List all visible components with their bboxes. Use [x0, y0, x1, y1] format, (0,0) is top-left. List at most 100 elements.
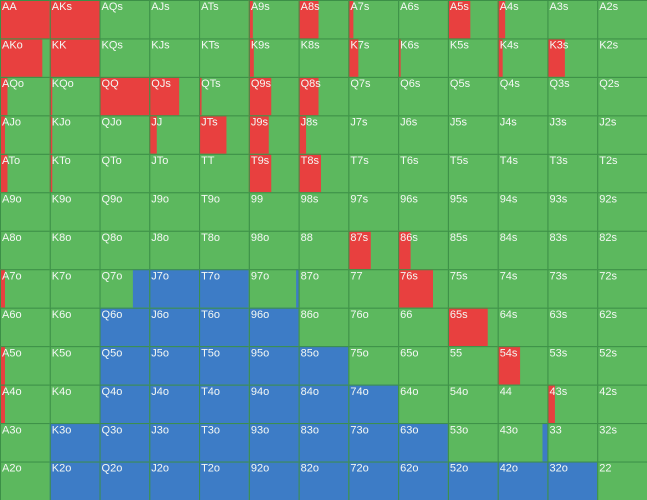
hand-label: K7s	[350, 40, 369, 52]
call-area	[497, 384, 548, 424]
hand-label: 85s	[450, 232, 468, 244]
fold-area	[248, 461, 299, 500]
call-area	[547, 307, 598, 347]
call-area	[348, 76, 399, 116]
hand-label: AJo	[2, 117, 21, 129]
raise-area	[199, 115, 227, 154]
fold-area	[447, 461, 498, 500]
hand-label: 92s	[599, 194, 617, 206]
hand-label: K5s	[450, 40, 469, 52]
hand-label: T8o	[201, 232, 220, 244]
call-area	[348, 115, 399, 154]
hand-label: 33	[549, 424, 561, 436]
hand-label: JJ	[151, 117, 162, 129]
hand-label: 97o	[251, 270, 269, 282]
call-area	[0, 307, 50, 347]
hand-label: 92o	[251, 463, 269, 475]
hand-label: AKs	[52, 1, 73, 13]
call-area	[398, 115, 448, 154]
call-area	[398, 153, 448, 193]
hand-label: 82o	[301, 463, 319, 475]
hand-label: Q8o	[102, 232, 123, 244]
hand-label: T9s	[251, 155, 270, 167]
call-area	[597, 76, 647, 116]
call-area	[0, 461, 50, 500]
call-area	[298, 269, 349, 308]
fold-area	[132, 269, 150, 308]
hand-label: A7o	[2, 270, 22, 282]
hand-label: KQs	[102, 40, 124, 52]
raise-area	[149, 76, 180, 116]
call-area	[398, 384, 448, 424]
call-area	[298, 307, 349, 347]
fold-area	[547, 461, 598, 500]
call-area	[348, 346, 399, 385]
hand-label: 87o	[301, 270, 319, 282]
hand-label: J2o	[151, 463, 169, 475]
raise-area	[99, 76, 150, 116]
call-area	[597, 192, 647, 231]
hand-label: 54s	[500, 347, 518, 359]
call-area	[497, 38, 548, 77]
raise-area	[248, 153, 272, 193]
call-area	[447, 76, 498, 116]
hand-label: K8s	[301, 40, 320, 52]
call-area	[348, 307, 399, 347]
call-area	[547, 384, 598, 424]
hand-label: 84s	[500, 232, 518, 244]
hand-label: J8o	[151, 232, 169, 244]
call-area	[99, 230, 150, 270]
cell-border	[597, 461, 647, 500]
call-area	[199, 153, 249, 193]
call-area	[0, 423, 50, 462]
call-area	[398, 0, 448, 39]
call-area	[248, 230, 299, 270]
call-area	[547, 153, 598, 193]
call-area	[497, 76, 548, 116]
hand-label: AJs	[151, 1, 170, 13]
call-area	[298, 115, 349, 154]
raise-area	[248, 115, 269, 154]
call-area	[547, 192, 598, 231]
call-area	[49, 230, 100, 270]
hand-label: T3s	[549, 155, 568, 167]
hand-label: T4o	[201, 386, 220, 398]
hand-label: 72s	[599, 270, 617, 282]
hand-label: K5o	[52, 347, 72, 359]
hand-label: K3s	[549, 40, 568, 52]
hand-label: 43s	[549, 386, 567, 398]
raise-area	[547, 384, 555, 424]
call-area	[49, 192, 100, 231]
hand-label: ATs	[201, 1, 219, 13]
call-area	[547, 76, 598, 116]
call-area	[547, 423, 598, 462]
hand-label: Q2s	[599, 78, 620, 90]
fold-area	[199, 307, 249, 347]
raise-area	[49, 76, 53, 116]
call-area	[597, 230, 647, 270]
call-area	[597, 153, 647, 193]
hand-label: T6s	[400, 155, 419, 167]
call-area	[248, 38, 299, 77]
fold-area	[49, 423, 100, 462]
fold-area	[49, 461, 100, 500]
hand-label: Q9o	[102, 194, 123, 206]
raise-area	[0, 153, 8, 193]
call-area	[49, 76, 100, 116]
fold-area	[248, 307, 299, 347]
hand-label: 55	[450, 347, 462, 359]
call-area	[497, 230, 548, 270]
hand-label: 53s	[549, 347, 567, 359]
hand-label: Q5s	[450, 78, 471, 90]
hand-label: K7o	[52, 270, 72, 282]
call-area	[597, 38, 647, 77]
hand-label: K6o	[52, 309, 72, 321]
call-area	[398, 76, 448, 116]
hand-label: Q4s	[500, 78, 521, 90]
call-area	[49, 384, 100, 424]
fold-area	[296, 269, 299, 308]
hand-label: J7s	[350, 117, 368, 129]
fold-area	[199, 269, 249, 308]
call-area	[199, 192, 249, 231]
fold-area	[348, 384, 399, 424]
